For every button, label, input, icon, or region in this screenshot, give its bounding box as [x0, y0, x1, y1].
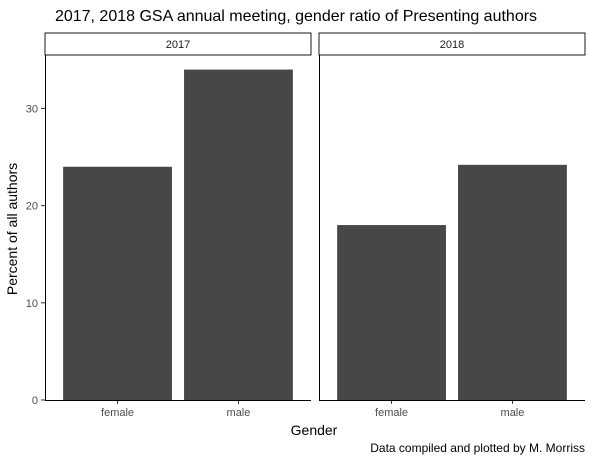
x-axis-title: Gender — [291, 422, 338, 438]
facet-panel-2017: 2017 female male 0 10 20 30 — [26, 32, 312, 419]
x-tick-label: female — [101, 407, 134, 419]
y-tick-label: 20 — [26, 201, 38, 213]
facet-panel-2018: 2018 female male — [318, 32, 586, 419]
y-tick-label: 0 — [32, 395, 38, 407]
bar-2018-male — [458, 164, 567, 400]
bar-2017-female — [63, 166, 172, 400]
x-tick-label: male — [501, 407, 525, 419]
chart-title: 2017, 2018 GSA annual meeting, gender ra… — [55, 8, 537, 25]
bar-2018-female — [337, 225, 446, 400]
y-axis-title: Percent of all authors — [4, 163, 20, 295]
facet-strip-label: 2017 — [166, 39, 190, 51]
y-tick-label: 10 — [26, 298, 38, 310]
facet-strip — [44, 32, 312, 56]
facet-strip-label: 2018 — [440, 39, 464, 51]
facet-panels: 2017 female male 0 10 20 30 2018 female male — [26, 32, 586, 419]
bar-2017-male — [184, 69, 293, 401]
x-tick-label: female — [375, 407, 408, 419]
chart-caption: Data compiled and plotted by M. Morriss — [370, 441, 585, 455]
facet-strip — [318, 32, 586, 56]
y-tick-label: 30 — [26, 103, 38, 115]
x-tick-label: male — [227, 407, 251, 419]
